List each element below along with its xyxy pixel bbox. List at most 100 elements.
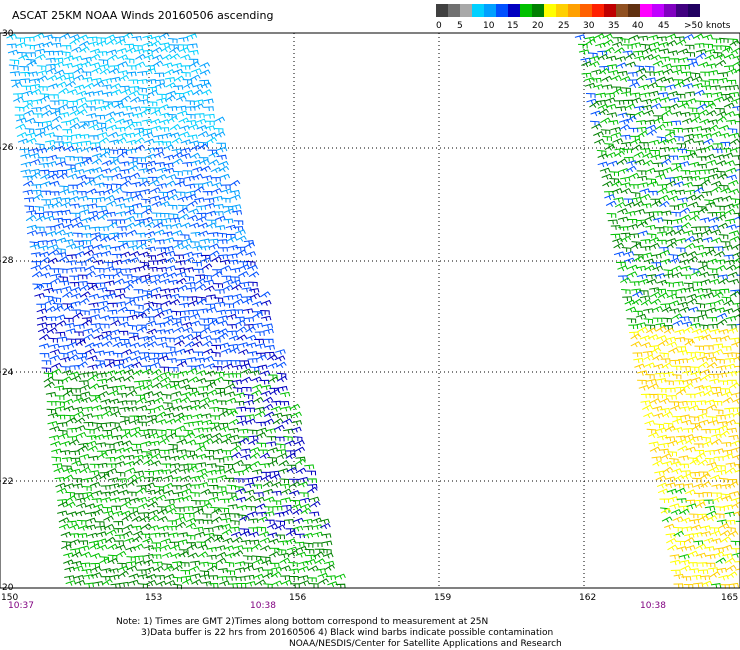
wind-barb xyxy=(31,189,42,195)
wind-barb xyxy=(147,266,158,272)
wind-barb xyxy=(698,324,709,330)
wind-barb xyxy=(611,180,623,187)
wind-barb xyxy=(55,320,67,327)
wind-barb xyxy=(219,173,231,180)
wind-barb xyxy=(703,138,714,145)
colorbar-swatch xyxy=(508,4,520,17)
wind-barb xyxy=(130,96,141,103)
wind-barb xyxy=(264,344,275,351)
wind-barb xyxy=(129,342,141,349)
wind-barb xyxy=(260,315,272,322)
wind-barb xyxy=(47,83,59,90)
wind-barb xyxy=(270,405,282,412)
wind-barb xyxy=(673,127,683,133)
wind-barb xyxy=(46,327,58,334)
wind-barb xyxy=(119,419,131,426)
wind-barb xyxy=(215,309,227,315)
wind-barb xyxy=(181,321,193,328)
wind-barb xyxy=(106,448,117,454)
wind-barb xyxy=(731,352,740,358)
wind-barb xyxy=(211,432,223,439)
wind-barb xyxy=(65,501,76,508)
wind-barb xyxy=(103,188,114,195)
wind-barb xyxy=(732,105,740,111)
wind-barb xyxy=(29,158,41,165)
wind-barb xyxy=(650,102,662,110)
wind-barb xyxy=(74,425,86,432)
lon-label-162: 162 xyxy=(579,593,596,603)
wind-barb xyxy=(120,342,132,348)
wind-barb xyxy=(43,372,54,378)
wind-barb xyxy=(706,362,718,369)
wind-barb xyxy=(708,567,719,573)
wind-barb xyxy=(196,298,207,305)
wind-barb xyxy=(93,503,104,510)
wind-barb xyxy=(163,565,175,572)
wind-barb xyxy=(174,267,186,273)
wind-barb xyxy=(299,497,311,504)
wind-barb xyxy=(680,170,691,175)
wind-barb xyxy=(682,176,693,182)
wind-barb xyxy=(151,368,162,376)
wind-barb xyxy=(99,151,111,158)
wind-barb xyxy=(19,148,30,154)
wind-barb xyxy=(218,160,229,167)
wind-barb xyxy=(144,138,155,145)
wind-barb xyxy=(131,35,142,42)
wind-barb xyxy=(169,132,180,139)
wind-barb xyxy=(610,225,621,230)
wind-barb xyxy=(156,183,167,189)
wind-barb xyxy=(129,172,141,179)
wind-barb xyxy=(693,244,705,251)
wind-barb xyxy=(672,225,683,231)
wind-barb xyxy=(698,271,710,278)
wind-barb xyxy=(214,301,226,307)
wind-barb xyxy=(652,60,664,67)
wind-barb xyxy=(147,86,158,92)
wind-barb xyxy=(199,318,209,324)
wind-barb xyxy=(248,518,259,524)
wind-barb xyxy=(735,169,740,171)
wind-barb xyxy=(144,147,156,153)
wind-barb xyxy=(263,338,274,344)
wind-barb xyxy=(217,232,227,238)
wind-barb xyxy=(653,117,664,124)
wind-barb xyxy=(124,205,135,211)
wind-barb xyxy=(664,281,674,288)
wind-barb xyxy=(95,525,106,531)
wind-barb xyxy=(79,46,90,53)
wind-barb xyxy=(139,352,150,357)
wind-barb xyxy=(111,173,123,180)
wind-barb xyxy=(51,456,61,462)
wind-barb xyxy=(171,485,182,490)
wind-barb xyxy=(108,568,119,574)
wind-barb xyxy=(244,489,255,496)
wind-barb xyxy=(44,215,55,222)
wind-barb xyxy=(115,550,127,558)
wind-barb xyxy=(153,151,165,158)
wind-barb xyxy=(200,327,211,334)
wind-barb xyxy=(629,81,640,89)
wind-barb xyxy=(193,99,204,105)
wind-barb xyxy=(94,267,105,273)
wind-barb xyxy=(724,110,736,118)
wind-barb xyxy=(672,319,684,327)
wind-barb xyxy=(175,521,187,529)
wind-barb xyxy=(150,460,162,467)
wind-barb xyxy=(240,376,252,383)
wind-barb xyxy=(699,369,711,376)
wind-barb xyxy=(174,340,185,347)
wind-barb xyxy=(79,133,90,140)
wind-barb xyxy=(150,362,161,369)
wind-barb xyxy=(716,365,727,371)
wind-barb xyxy=(159,201,170,208)
wind-barb xyxy=(720,483,731,490)
wind-barb xyxy=(156,429,167,435)
wind-barb xyxy=(278,460,290,467)
wind-barb xyxy=(53,305,64,312)
wind-barb xyxy=(65,243,77,250)
wind-barb xyxy=(173,85,184,91)
wind-barb xyxy=(134,304,144,310)
wind-barb xyxy=(302,518,313,525)
wind-barb xyxy=(694,345,705,351)
